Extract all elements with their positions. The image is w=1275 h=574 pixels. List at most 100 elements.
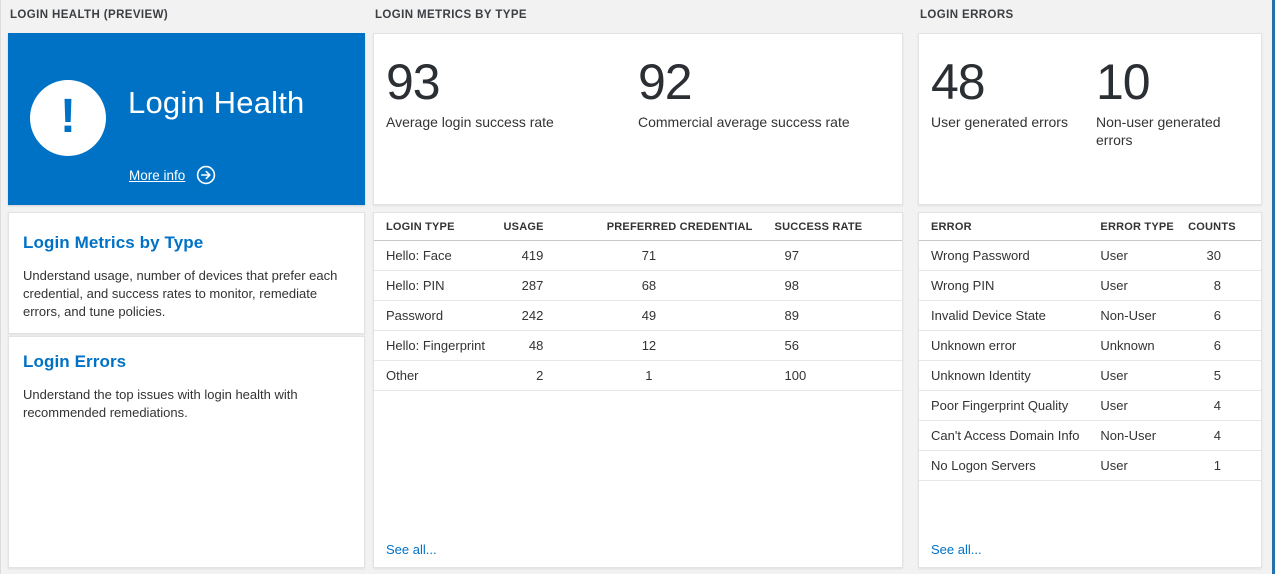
table-row[interactable]: Other 2 1 100 — [374, 361, 902, 391]
login-health-tile[interactable]: ! Login Health More info — [8, 33, 365, 205]
cell-error: Unknown error — [931, 338, 1017, 353]
table-row[interactable]: Unknown Identity User 5 — [919, 361, 1261, 391]
stat-average-success-rate: 93 Average login success rate — [386, 56, 638, 131]
column-header-counts: COUNTS — [1188, 220, 1236, 233]
cell-error-type: User — [1100, 398, 1128, 413]
column-header-error-type: ERROR TYPE — [1100, 220, 1174, 233]
cell-login-type: Hello: Fingerprint — [386, 338, 485, 353]
stat-commercial-success-rate: 92 Commercial average success rate — [638, 56, 850, 131]
table-row[interactable]: Unknown error Unknown 6 — [919, 331, 1261, 361]
stats-row: 93 Average login success rate 92 Commerc… — [374, 34, 902, 131]
cell-error: No Logon Servers — [931, 458, 1036, 473]
section-title-login-metrics: LOGIN METRICS BY TYPE — [375, 9, 527, 21]
cell-login-type: Password — [386, 308, 444, 323]
more-info-link[interactable]: More info — [129, 167, 186, 183]
cell-success-rate: 97 — [784, 248, 799, 263]
tile-title: Login Health — [128, 85, 305, 120]
table-row[interactable]: Password 242 49 89 — [374, 301, 902, 331]
cell-error-type: Non-User — [1100, 308, 1157, 323]
card-content: Login Metrics by Type Understand usage, … — [9, 213, 364, 321]
exclamation-glyph: ! — [60, 90, 76, 143]
stat-label: Commercial average success rate — [638, 114, 850, 130]
table-row[interactable]: Hello: PIN 287 68 98 — [374, 271, 902, 301]
table-header-row: ERROR ERROR TYPE COUNTS — [919, 213, 1261, 241]
right-edge-divider — [1272, 0, 1275, 574]
cell-counts: 8 — [1213, 278, 1222, 293]
login-metrics-nav-card[interactable]: Login Metrics by Type Understand usage, … — [8, 212, 365, 334]
cell-success-rate: 100 — [784, 368, 807, 383]
cell-usage: 2 — [536, 368, 544, 383]
cell-error-type: User — [1100, 248, 1128, 263]
table-header-row: LOGIN TYPE USAGE PREFERRED CREDENTIAL SU… — [374, 213, 902, 241]
cell-counts: 6 — [1213, 308, 1222, 323]
cell-error-type: Unknown — [1100, 338, 1155, 353]
stat-label: Non-user generated errors — [1096, 114, 1221, 148]
cell-preferred-credential: 71 — [641, 248, 657, 263]
table-body: Hello: Face 419 71 97 Hello: PIN 287 68 … — [374, 241, 902, 391]
cell-error: Can't Access Domain Info — [931, 428, 1080, 443]
table-row[interactable]: Wrong PIN User 8 — [919, 271, 1261, 301]
arrow-right-circle-icon[interactable] — [196, 165, 216, 185]
cell-login-type: Hello: PIN — [386, 278, 445, 293]
section-title-login-health: LOGIN HEALTH (PREVIEW) — [10, 9, 169, 21]
cell-error: Invalid Device State — [931, 308, 1046, 323]
cell-counts: 4 — [1213, 398, 1222, 413]
see-all-link-errors[interactable]: See all... — [931, 542, 982, 557]
table-row[interactable]: Invalid Device State Non-User 6 — [919, 301, 1261, 331]
cell-error-type: User — [1100, 458, 1128, 473]
stats-row: 48 User generated errors 10 Non-user gen… — [919, 34, 1261, 149]
cell-counts: 5 — [1213, 368, 1222, 383]
cell-error-type: User — [1100, 368, 1128, 383]
login-errors-table-card: ERROR ERROR TYPE COUNTS Wrong Password U… — [918, 212, 1262, 568]
cell-preferred-credential: 12 — [641, 338, 657, 353]
exclamation-icon: ! — [30, 80, 106, 156]
cell-success-rate: 89 — [784, 308, 799, 323]
section-title-login-errors: LOGIN ERRORS — [920, 9, 1014, 21]
stat-value: 10 — [1096, 54, 1151, 110]
column-header-preferred-credential: PREFERRED CREDENTIAL — [606, 220, 753, 233]
table-row[interactable]: Wrong Password User 30 — [919, 241, 1261, 271]
login-errors-nav-card[interactable]: Login Errors Understand the top issues w… — [8, 336, 365, 568]
stat-value: 93 — [386, 54, 441, 110]
cell-usage: 287 — [521, 278, 544, 293]
table-row[interactable]: Poor Fingerprint Quality User 4 — [919, 391, 1261, 421]
stat-non-user-errors: 10 Non-user generated errors — [1096, 56, 1236, 149]
cell-usage: 419 — [521, 248, 544, 263]
cell-usage: 242 — [521, 308, 544, 323]
card-title-login-errors: Login Errors — [23, 352, 127, 371]
stat-user-errors: 48 User generated errors — [931, 56, 1096, 149]
table-row[interactable]: Can't Access Domain Info Non-User 4 — [919, 421, 1261, 451]
column-header-error: ERROR — [931, 220, 972, 233]
table-body: Wrong Password User 30 Wrong PIN User 8 … — [919, 241, 1261, 481]
card-description: Understand the top issues with login hea… — [23, 387, 298, 420]
card-title-login-metrics: Login Metrics by Type — [23, 233, 204, 252]
table-row[interactable]: Hello: Face 419 71 97 — [374, 241, 902, 271]
table-row[interactable]: Hello: Fingerprint 48 12 56 — [374, 331, 902, 361]
cell-counts: 6 — [1213, 338, 1222, 353]
cell-error: Poor Fingerprint Quality — [931, 398, 1069, 413]
stat-value: 92 — [638, 54, 693, 110]
stat-label: Average login success rate — [386, 114, 554, 130]
cell-error: Wrong Password — [931, 248, 1030, 263]
column-header-usage: USAGE — [503, 220, 544, 233]
login-metrics-stats-card: 93 Average login success rate 92 Commerc… — [373, 33, 903, 205]
card-description: Understand usage, number of devices that… — [23, 268, 338, 319]
cell-error-type: Non-User — [1100, 428, 1157, 443]
column-header-success-rate: SUCCESS RATE — [774, 220, 863, 233]
cell-success-rate: 98 — [784, 278, 799, 293]
table-row[interactable]: No Logon Servers User 1 — [919, 451, 1261, 481]
cell-preferred-credential: 68 — [641, 278, 657, 293]
cell-counts: 1 — [1213, 458, 1222, 473]
column-header-login-type: LOGIN TYPE — [386, 220, 455, 233]
stat-value: 48 — [931, 54, 986, 110]
cell-login-type: Other — [386, 368, 419, 383]
cell-counts: 30 — [1206, 248, 1222, 263]
cell-error: Wrong PIN — [931, 278, 995, 293]
cell-login-type: Hello: Face — [386, 248, 452, 263]
login-metrics-table-card: LOGIN TYPE USAGE PREFERRED CREDENTIAL SU… — [373, 212, 903, 568]
see-all-link-metrics[interactable]: See all... — [386, 542, 437, 557]
card-content: Login Errors Understand the top issues w… — [9, 337, 364, 422]
stat-label: User generated errors — [931, 114, 1068, 130]
cell-error: Unknown Identity — [931, 368, 1031, 383]
